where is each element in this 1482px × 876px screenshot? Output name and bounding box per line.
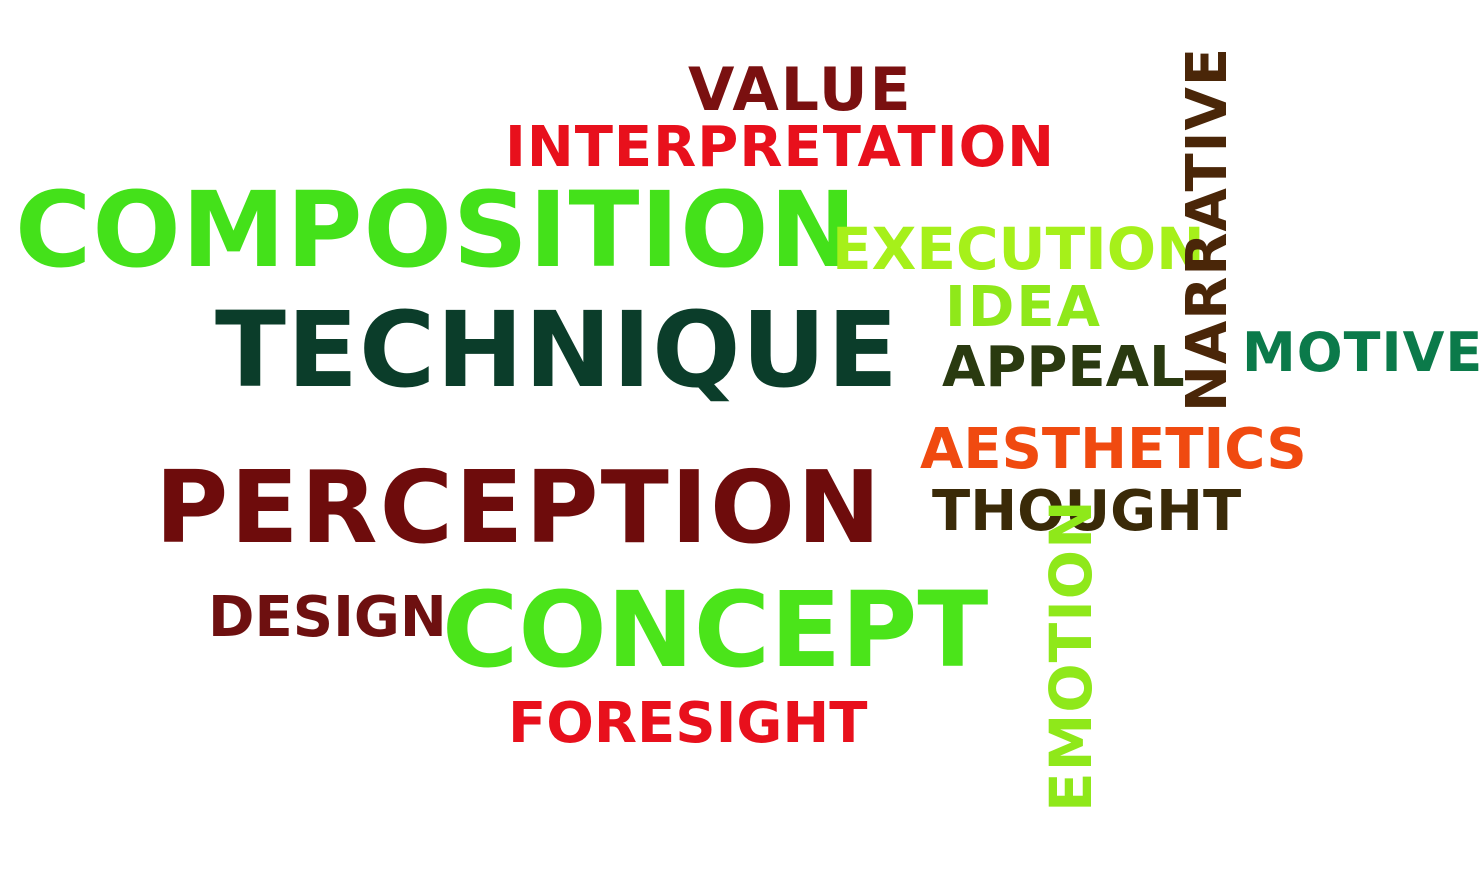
word-perception: PERCEPTION <box>155 449 883 566</box>
word-concept: CONCEPT <box>442 569 989 691</box>
word-foresight: FORESIGHT <box>508 691 868 756</box>
word-appeal: APPEAL <box>942 335 1185 400</box>
word-execution: EXECUTION <box>832 215 1205 283</box>
word-motive: MOTIVE <box>1242 321 1482 384</box>
word-value: VALUE <box>688 55 913 125</box>
word-design: DESIGN <box>208 585 447 650</box>
word-technique: TECHNIQUE <box>215 289 899 411</box>
word-interpretation: INTERPRETATION <box>505 115 1056 180</box>
word-composition: COMPOSITION <box>15 169 858 291</box>
word-idea: IDEA <box>945 275 1102 340</box>
word-aesthetics: AESTHETICS <box>920 417 1307 482</box>
word-thought: THOUGHT <box>932 479 1242 544</box>
word-emotion: EMOTION <box>1037 499 1105 812</box>
word-narrative: NARRATIVE <box>1175 46 1240 412</box>
